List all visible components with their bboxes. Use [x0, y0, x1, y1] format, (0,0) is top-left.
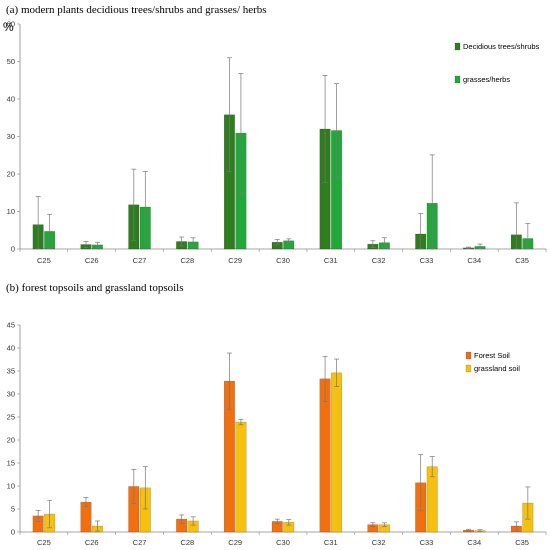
x-category-label: C32	[372, 256, 386, 265]
y-tick-label: 25	[7, 413, 15, 422]
x-category-label: C26	[85, 256, 99, 265]
x-category-label: C34	[467, 538, 481, 547]
y-tick-label: 50	[7, 57, 15, 66]
legend-swatch	[454, 75, 461, 84]
y-tick-label: 15	[7, 459, 15, 468]
x-category-label: C29	[228, 256, 242, 265]
x-category-label: C28	[180, 538, 194, 547]
x-category-label: C25	[37, 256, 51, 265]
x-category-label: C30	[276, 538, 290, 547]
y-tick-label: 20	[7, 170, 15, 179]
x-category-label: C31	[324, 538, 338, 547]
y-tick-label: 30	[7, 132, 15, 141]
y-tick-label: 10	[7, 482, 15, 491]
x-category-label: C33	[420, 538, 434, 547]
y-tick-label: 10	[7, 207, 15, 216]
x-category-label: C33	[420, 256, 434, 265]
bar-series-2	[331, 372, 343, 533]
x-category-label: C29	[228, 538, 242, 547]
legend-label: Forest Soil	[474, 351, 510, 360]
legend-label: grassland soil	[474, 364, 520, 373]
y-tick-label: 40	[7, 344, 15, 353]
legend-swatch	[465, 351, 472, 360]
panel-a-title: (a) modern plants decidious trees/shrubs…	[6, 4, 267, 16]
x-category-label: C34	[467, 256, 481, 265]
y-tick-label: 0	[11, 245, 15, 254]
bar-series-2	[235, 421, 247, 533]
panel-b-chart: (b) forest topsoils and grassland topsoi…	[6, 282, 547, 547]
y-tick-label: 30	[7, 390, 15, 399]
x-category-label: C25	[37, 538, 51, 547]
legend-label: grasses/herbs	[463, 75, 510, 84]
y-tick-label: 60	[7, 20, 15, 29]
y-tick-label: 20	[7, 436, 15, 445]
y-tick-label: 45	[7, 321, 15, 330]
bar-series-1	[319, 378, 331, 533]
x-category-label: C30	[276, 256, 290, 265]
x-category-label: C35	[515, 256, 529, 265]
legend-swatch	[454, 42, 461, 51]
x-category-label: C32	[372, 538, 386, 547]
x-category-label: C35	[515, 538, 529, 547]
panel-b-title: (b) forest topsoils and grassland topsoi…	[6, 282, 184, 294]
panel-a-chart: (a) modern plants decidious trees/shrubs…	[3, 4, 547, 265]
y-tick-label: 0	[11, 528, 15, 537]
legend-swatch	[465, 364, 472, 373]
y-tick-label: 35	[7, 367, 15, 376]
legend-label: Decidious trees/shrubs	[463, 42, 540, 51]
x-category-label: C31	[324, 256, 338, 265]
y-tick-label: 40	[7, 95, 15, 104]
x-category-label: C26	[85, 538, 99, 547]
x-category-label: C27	[133, 538, 147, 547]
y-tick-label: 5	[11, 505, 15, 514]
x-category-label: C28	[180, 256, 194, 265]
y-unit-label: %	[3, 20, 14, 34]
x-category-label: C27	[133, 256, 147, 265]
